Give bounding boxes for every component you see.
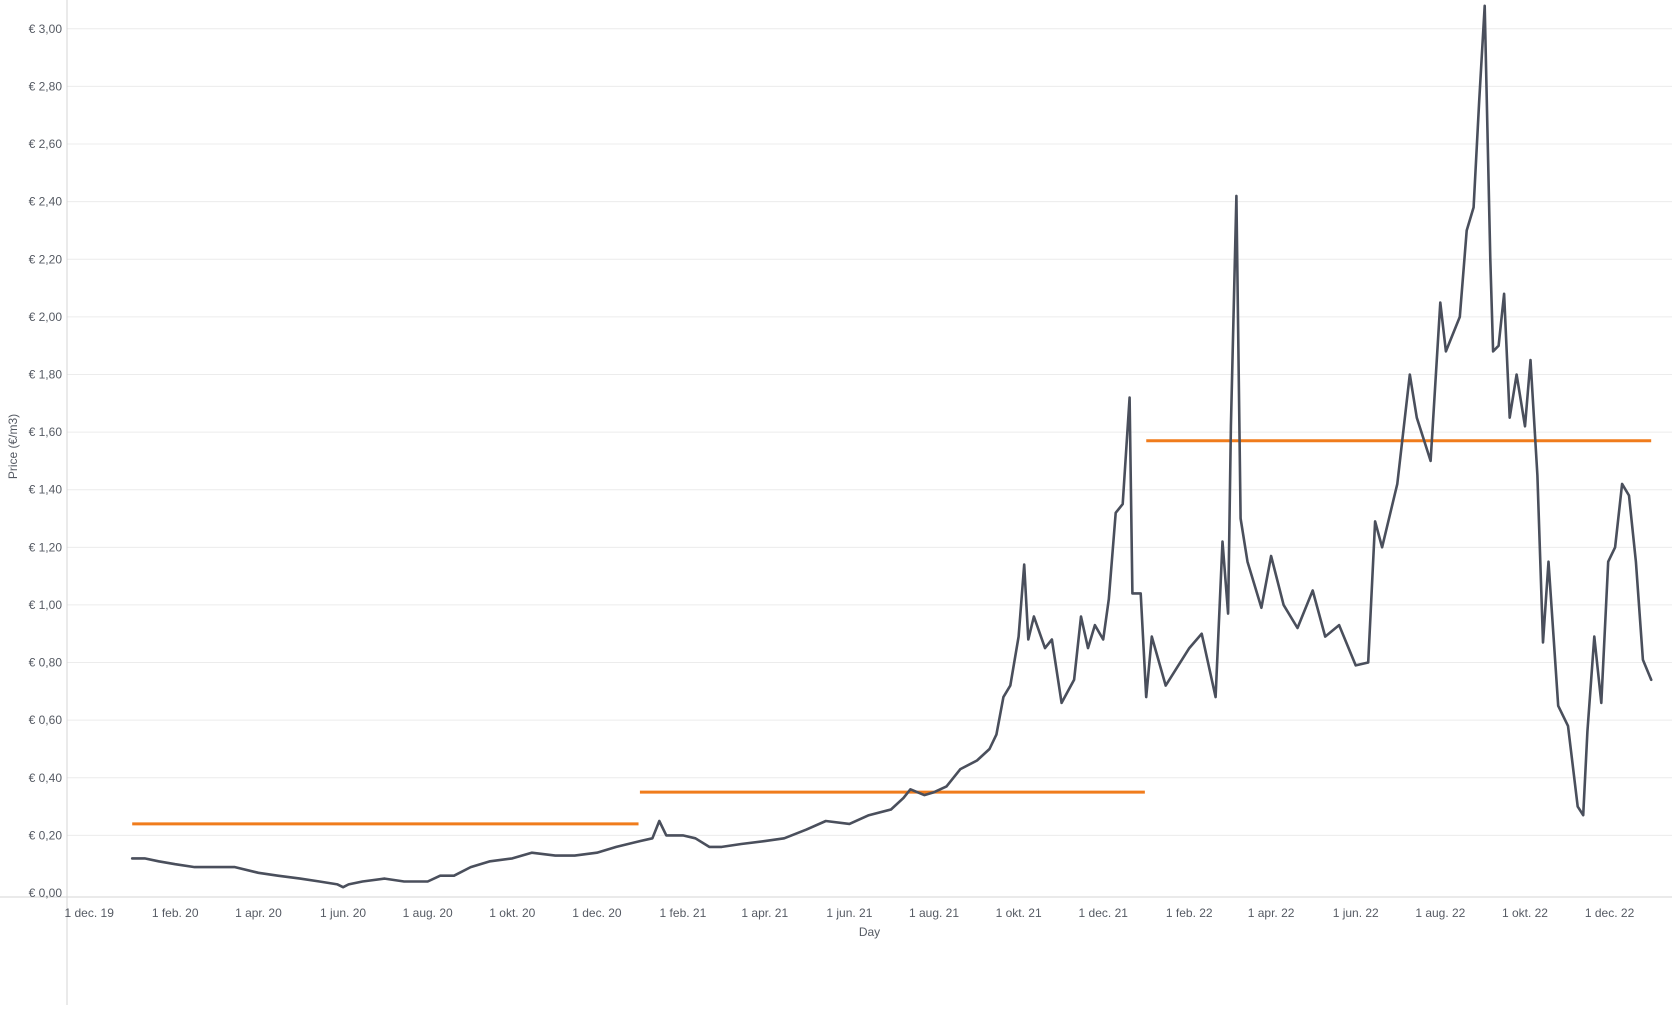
- x-tick-label-14: 1 apr. 22: [1248, 906, 1295, 920]
- gridlines: [67, 28, 1672, 836]
- x-tick-labels: 1 dec. 19 1 feb. 20 1 apr. 20 1 jun. 20 1 au…: [65, 906, 1635, 920]
- y-tick-label-0: € 0,00: [29, 886, 63, 900]
- y-tick-label-1: € 0,20: [29, 828, 63, 842]
- y-tick-label-8: € 1,60: [29, 425, 63, 439]
- x-tick-label-5: 1 okt. 20: [489, 906, 535, 920]
- series: [130, 4, 1653, 889]
- price-series-line-0: [130, 4, 1653, 889]
- x-tick-label-9: 1 jun. 21: [826, 906, 872, 920]
- x-tick-label-3: 1 jun. 20: [320, 906, 366, 920]
- x-tick-label-0: 1 dec. 19: [65, 906, 115, 920]
- x-tick-label-4: 1 aug. 20: [403, 906, 453, 920]
- y-tick-labels: € 0,00 € 0,20 € 0,40 € 0,60 € 0,80 € 1,00 € 1,…: [29, 22, 63, 900]
- y-tick-label-6: € 1,20: [29, 540, 63, 554]
- y-tick-label-15: € 3,00: [29, 22, 63, 36]
- y-tick-label-12: € 2,40: [29, 195, 63, 209]
- y-tick-label-13: € 2,60: [29, 137, 63, 151]
- x-tick-label-16: 1 aug. 22: [1415, 906, 1465, 920]
- y-tick-label-14: € 2,80: [29, 79, 63, 93]
- y-tick-label-2: € 0,40: [29, 771, 63, 785]
- y-tick-label-9: € 1,80: [29, 367, 63, 381]
- x-tick-label-10: 1 aug. 21: [909, 906, 959, 920]
- x-tick-label-15: 1 jun. 22: [1333, 906, 1379, 920]
- x-tick-label-18: 1 dec. 22: [1585, 906, 1635, 920]
- y-tick-label-11: € 2,20: [29, 252, 63, 266]
- x-tick-label-12: 1 dec. 21: [1079, 906, 1129, 920]
- x-tick-label-17: 1 okt. 22: [1502, 906, 1548, 920]
- y-axis-title: Price (€/m3): [6, 414, 20, 479]
- x-tick-label-1: 1 feb. 20: [152, 906, 199, 920]
- y-tick-label-5: € 1,00: [29, 598, 63, 612]
- y-tick-label-10: € 2,00: [29, 310, 63, 324]
- x-tick-label-7: 1 feb. 21: [660, 906, 707, 920]
- reference-lines: [132, 439, 1652, 826]
- x-tick-label-6: 1 dec. 20: [572, 906, 622, 920]
- y-tick-label-3: € 0,60: [29, 713, 63, 727]
- y-tick-label-7: € 1,40: [29, 483, 63, 497]
- x-tick-label-2: 1 apr. 20: [235, 906, 282, 920]
- y-tick-label-4: € 0,80: [29, 656, 63, 670]
- x-tick-label-13: 1 feb. 22: [1166, 906, 1213, 920]
- x-tick-label-8: 1 apr. 21: [741, 906, 788, 920]
- x-tick-label-11: 1 okt. 21: [996, 906, 1042, 920]
- x-axis-title: Day: [859, 925, 880, 939]
